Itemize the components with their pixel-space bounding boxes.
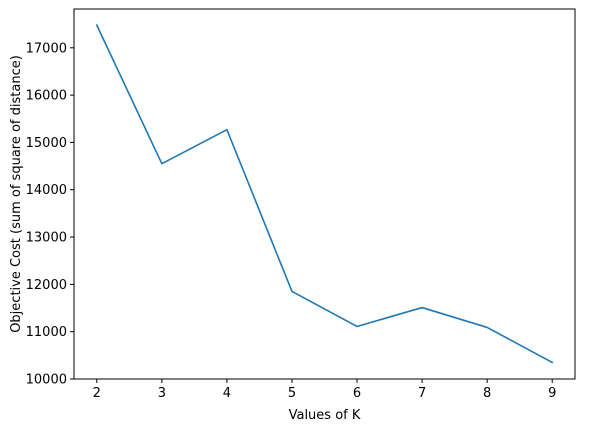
x-tick-label: 3 [158,386,166,401]
x-axis-label: Values of K [289,408,361,423]
x-axis-ticks: 2 3 4 5 6 7 8 9 [93,379,556,401]
x-tick-label: 2 [93,386,101,401]
y-tick-label: 16000 [26,89,67,104]
x-tick-label: 7 [418,386,426,401]
y-tick-label: 13000 [26,231,67,246]
y-tick-label: 11000 [26,325,67,340]
series-layer [95,24,554,364]
x-tick-label: 8 [483,386,491,401]
y-tick-label: 10000 [26,373,67,388]
y-tick-label: 17000 [26,41,67,56]
x-tick-label: 6 [353,386,361,401]
x-tick-label: 5 [288,386,296,401]
series-line [95,24,554,364]
y-axis-ticks: 10000 11000 12000 13000 14000 15000 16000 17000 [26,41,74,388]
y-tick-label: 15000 [26,136,67,151]
y-tick-label: 12000 [26,278,67,293]
y-tick-label: 14000 [26,183,67,198]
x-tick-label: 9 [548,386,556,401]
y-axis-label: Objective Cost (sum of square of distanc… [9,55,24,333]
plot-frame [73,8,576,380]
x-tick-label: 4 [223,386,231,401]
